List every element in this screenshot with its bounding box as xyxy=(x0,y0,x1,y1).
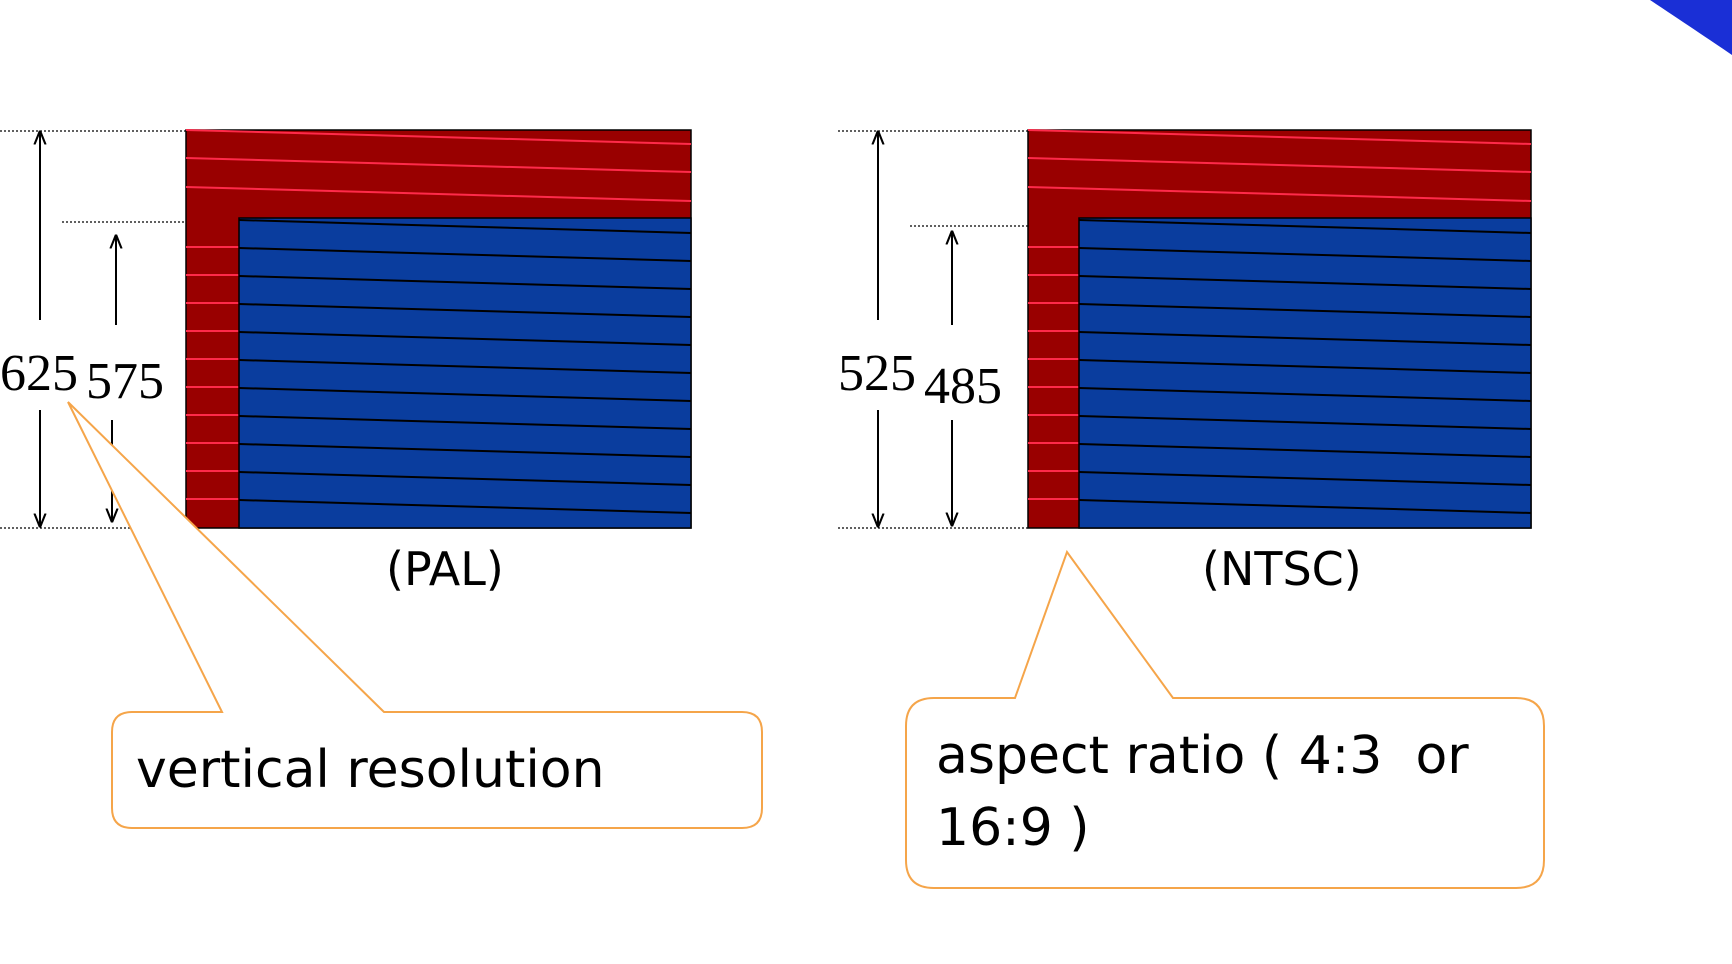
ntsc-caption: (NTSC) xyxy=(1202,542,1362,596)
ntsc-blanking-scan-line xyxy=(1027,129,1532,145)
corner-swoosh-decoration xyxy=(1650,0,1732,55)
aspect-ratio-text-line-1: aspect ratio ( 4:3 or xyxy=(936,726,1469,786)
ntsc-active-scan-line xyxy=(1078,275,1532,290)
pal-active-scan-line xyxy=(238,331,692,346)
vertical-resolution-callout-bubble xyxy=(67,401,763,829)
ntsc-active-scan-line xyxy=(1078,499,1532,514)
ntsc-active-scan-line xyxy=(1078,359,1532,374)
pal-caption: (PAL) xyxy=(386,542,504,596)
ntsc-active-lines-label: 485 xyxy=(924,358,1002,415)
ntsc-active-scan-lines xyxy=(1078,219,1532,514)
pal-active-scan-line xyxy=(238,359,692,374)
ntsc-blanking-scan-line xyxy=(1027,186,1532,202)
pal-active-scan-line xyxy=(238,443,692,458)
ntsc-active-scan-line xyxy=(1078,415,1532,430)
pal-active-scan-line xyxy=(238,275,692,290)
pal-active-scan-line xyxy=(238,471,692,486)
ntsc-active-area xyxy=(1078,217,1532,529)
ntsc-active-scan-line xyxy=(1078,471,1532,486)
ntsc-active-scan-line xyxy=(1078,443,1532,458)
ntsc-active-scan-line xyxy=(1078,247,1532,262)
ntsc-active-scan-line xyxy=(1078,331,1532,346)
pal-active-area xyxy=(238,217,692,529)
aspect-ratio-callout: aspect ratio ( 4:3 or 16:9 ) xyxy=(905,549,1545,889)
pal-diagram: 625 575 (PAL) xyxy=(0,129,692,596)
pal-active-lines-label: 575 xyxy=(86,353,164,410)
pal-active-scan-line xyxy=(238,219,692,234)
pal-total-lines-label: 625 xyxy=(0,345,78,402)
ntsc-blanking-scan-lines xyxy=(1027,129,1532,500)
ntsc-active-scan-line xyxy=(1078,219,1532,234)
ntsc-active-scan-line xyxy=(1078,387,1532,402)
ntsc-total-lines-label: 525 xyxy=(838,345,916,402)
pal-active-scan-line xyxy=(238,247,692,262)
pal-active-scan-line xyxy=(238,387,692,402)
aspect-ratio-text-line-2: 16:9 ) xyxy=(936,798,1090,858)
vertical-resolution-text: vertical resolution xyxy=(136,740,605,800)
vertical-resolution-callout: vertical resolution xyxy=(67,401,763,829)
pal-blanking-scan-lines xyxy=(185,129,692,500)
pal-active-scan-lines xyxy=(238,219,692,514)
aspect-ratio-callout-bubble xyxy=(905,549,1545,889)
ntsc-active-scan-line xyxy=(1078,303,1532,318)
pal-blanking-scan-line xyxy=(185,157,692,173)
pal-active-scan-line xyxy=(238,303,692,318)
ntsc-diagram: 525 485 (NTSC) xyxy=(838,129,1532,596)
pal-active-scan-line xyxy=(238,415,692,430)
ntsc-blanking-scan-line xyxy=(1027,157,1532,173)
pal-blanking-scan-line xyxy=(185,129,692,145)
pal-blanking-scan-line xyxy=(185,186,692,202)
pal-active-scan-line xyxy=(238,499,692,514)
